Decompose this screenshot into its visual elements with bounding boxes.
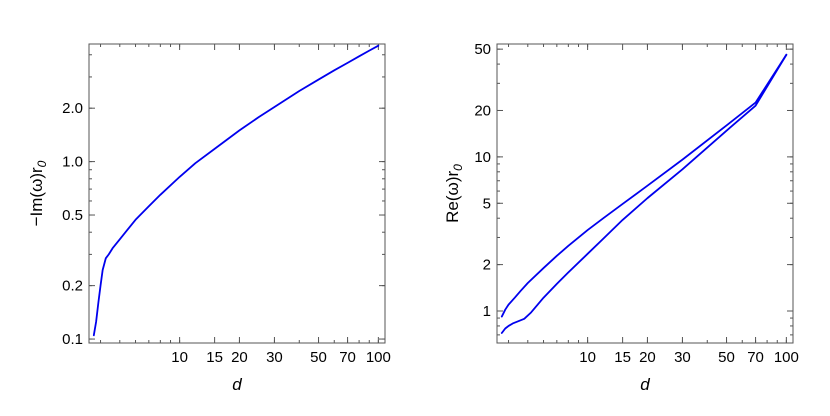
x-axis-label: d xyxy=(232,375,242,394)
x-tick-label: 50 xyxy=(310,349,327,366)
y-axis-label: Re(ω)r0 xyxy=(443,164,465,223)
y-tick-label: 1.0 xyxy=(62,154,83,171)
y-tick-label: 10 xyxy=(474,149,491,166)
y-tick-label: 20 xyxy=(474,102,491,119)
y-tick-label: 0.5 xyxy=(62,207,83,224)
x-tick-label: 50 xyxy=(718,349,735,366)
chart-1: 10 15 20 30 50 70 100 0.1 0.2 0.5 1.0 2.0 d −Im(ω)r0 xyxy=(27,43,391,394)
x-tick-label: 10 xyxy=(579,349,596,366)
y-tick-label: 5 xyxy=(483,195,491,212)
y-axis-label: −Im(ω)r0 xyxy=(27,160,49,226)
y-tick-label: 50 xyxy=(474,41,491,58)
y-tick-label: 2 xyxy=(483,257,491,274)
series-line-1 xyxy=(92,44,380,337)
y-tick-label: 2.0 xyxy=(62,100,83,117)
x-tick-label: 15 xyxy=(206,349,223,366)
x-tick-label: 70 xyxy=(747,349,764,366)
x-tick-label: 20 xyxy=(231,349,248,366)
x-tick-label: 100 xyxy=(774,349,799,366)
x-tick-label: 15 xyxy=(614,349,631,366)
x-tick-label: 100 xyxy=(366,349,391,366)
x-tick-label: 70 xyxy=(339,349,356,366)
x-tick-label: 10 xyxy=(171,349,188,366)
x-axis-label: d xyxy=(640,375,650,394)
y-tick-label: 0.1 xyxy=(62,331,83,348)
y-tick-label: 1 xyxy=(483,303,491,320)
plot-frame xyxy=(88,43,386,344)
plot-frame xyxy=(496,43,794,344)
y-tick-label: 0.2 xyxy=(62,278,83,295)
chart-2: 10 15 20 30 50 70 100 1 2 5 10 20 50 d Re(ω)r0 xyxy=(443,41,799,394)
series-line-2 xyxy=(500,53,788,334)
x-tick-label: 30 xyxy=(674,349,691,366)
x-tick-label: 30 xyxy=(266,349,283,366)
series-line-1 xyxy=(500,53,788,318)
x-tick-label: 20 xyxy=(639,349,656,366)
